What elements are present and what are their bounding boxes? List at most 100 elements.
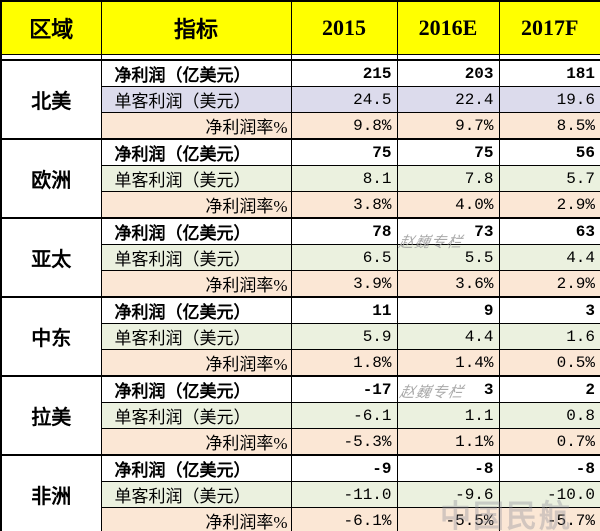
net-profit-row: 非洲 净利润（亿美元） -9 -8 -8 [0, 454, 600, 531]
cell-2015: -9 [290, 454, 398, 482]
per-passenger-row: 单客利润（美元） 8.1 7.8 5.7 [1, 165, 600, 192]
cell-2017f: 2 [498, 375, 600, 403]
table-header: 区域 指标 2015 2016E 2017F [0, 0, 600, 61]
cell-2016e: 5.5 [396, 244, 500, 271]
row-label-margin: 净利润率% [100, 428, 292, 456]
cell-2017f: 0.5% [498, 349, 600, 377]
row-label-net-profit: 净利润（亿美元） [100, 138, 292, 166]
row-label-per-passenger: 单客利润（美元） [100, 86, 292, 113]
cell-2017f: 2.9% [498, 270, 600, 298]
cell-2017f: 19.6 [498, 86, 600, 113]
margin-row: 净利润率% -6.1% -5.5% -5.7% [1, 507, 600, 531]
per-passenger-row: 单客利润（美元） 6.5 5.5 4.4 [1, 244, 600, 271]
row-label-margin: 净利润率% [100, 349, 292, 377]
cell-2015: 8.1 [290, 165, 398, 192]
cell-2016e: 9.7% [396, 112, 500, 140]
net-profit-row: 中东 净利润（亿美元） 11 9 3 [0, 296, 600, 377]
per-passenger-row: 单客利润（美元） -11.0 -9.6 -10.0 [1, 481, 600, 508]
region-name: 欧洲 [0, 138, 102, 219]
header-year-2016e: 2016E [396, 0, 500, 55]
header-year-2017f: 2017F [498, 0, 600, 55]
cell-2017f: 181 [498, 59, 600, 87]
region-block-asia-pacific: 亚太 净利润（亿美元） 78 73 63 单客利润（美元） 6.5 5.5 4.… [0, 217, 600, 298]
row-label-per-passenger: 单客利润（美元） [100, 481, 292, 508]
cell-2017f: -5.7% [498, 507, 600, 531]
cell-2016e: -8 [396, 454, 500, 482]
region-name: 中东 [0, 296, 102, 377]
cell-2015: 9.8% [290, 112, 398, 140]
region-block-africa: 非洲 净利润（亿美元） -9 -8 -8 单客利润（美元） -11.0 -9.6… [0, 454, 600, 531]
cell-2016e: 75 [396, 138, 500, 166]
header-year-2015: 2015 [290, 0, 398, 55]
net-profit-row: 亚太 净利润（亿美元） 78 73 63 [0, 217, 600, 298]
cell-2017f: 56 [498, 138, 600, 166]
region-name: 拉美 [0, 375, 102, 456]
cell-2016e: -5.5% [396, 507, 500, 531]
cell-2016e: -9.6 [396, 481, 500, 508]
cell-2016e: 7.8 [396, 165, 500, 192]
cell-2015: 1.8% [290, 349, 398, 377]
row-label-margin: 净利润率% [100, 270, 292, 298]
header-region: 区域 [0, 0, 102, 55]
cell-2017f: 0.7% [498, 428, 600, 456]
cell-2016e: 9 [396, 296, 500, 324]
cell-2016e: 22.4 [396, 86, 500, 113]
per-passenger-row: 单客利润（美元） -6.1 1.1 0.8 [1, 402, 600, 429]
region-block-europe: 欧洲 净利润（亿美元） 75 75 56 单客利润（美元） 8.1 7.8 5.… [0, 138, 600, 219]
cell-2015: 215 [290, 59, 398, 87]
cell-2015: -6.1 [290, 402, 398, 429]
row-label-net-profit: 净利润（亿美元） [100, 59, 292, 87]
region-name: 亚太 [0, 217, 102, 298]
cell-2017f: 2.9% [498, 191, 600, 219]
row-label-net-profit: 净利润（亿美元） [100, 375, 292, 403]
row-label-per-passenger: 单客利润（美元） [100, 165, 292, 192]
cell-2015: 75 [290, 138, 398, 166]
cell-2016e: 3.6% [396, 270, 500, 298]
region-block-middle-east: 中东 净利润（亿美元） 11 9 3 单客利润（美元） 5.9 4.4 1.6 … [0, 296, 600, 377]
cell-2015: -11.0 [290, 481, 398, 508]
per-passenger-row: 单客利润（美元） 24.5 22.4 19.6 [1, 86, 600, 113]
region-name: 北美 [0, 59, 102, 140]
cell-2015: 6.5 [290, 244, 398, 271]
row-label-per-passenger: 单客利润（美元） [100, 323, 292, 350]
row-label-net-profit: 净利润（亿美元） [100, 296, 292, 324]
cell-2016e: 203 [396, 59, 500, 87]
header-row: 区域 指标 2015 2016E 2017F [0, 0, 600, 55]
cell-2016e: 1.1% [396, 428, 500, 456]
cell-2016e: 1.4% [396, 349, 500, 377]
header-indicator: 指标 [100, 0, 292, 55]
row-label-net-profit: 净利润（亿美元） [100, 454, 292, 482]
per-passenger-row: 单客利润（美元） 5.9 4.4 1.6 [1, 323, 600, 350]
cell-2016e: 3 [396, 375, 500, 403]
cell-2017f: 8.5% [498, 112, 600, 140]
cell-2016e: 1.1 [396, 402, 500, 429]
margin-row: 净利润率% 9.8% 9.7% 8.5% [1, 112, 600, 140]
cell-2015: 24.5 [290, 86, 398, 113]
cell-2015: 11 [290, 296, 398, 324]
row-label-margin: 净利润率% [100, 191, 292, 219]
cell-2017f: -10.0 [498, 481, 600, 508]
region-block-north-america: 北美 净利润（亿美元） 215 203 181 单客利润（美元） 24.5 22… [0, 59, 600, 140]
cell-2017f: 0.8 [498, 402, 600, 429]
cell-2015: -5.3% [290, 428, 398, 456]
cell-2015: -17 [290, 375, 398, 403]
cell-2017f: 3 [498, 296, 600, 324]
cell-2015: 5.9 [290, 323, 398, 350]
cell-2017f: 1.6 [498, 323, 600, 350]
net-profit-row: 北美 净利润（亿美元） 215 203 181 [0, 59, 600, 140]
cell-2015: 78 [290, 217, 398, 245]
region-block-latin-america: 拉美 净利润（亿美元） -17 3 2 单客利润（美元） -6.1 1.1 0.… [0, 375, 600, 456]
margin-row: 净利润率% 3.8% 4.0% 2.9% [1, 191, 600, 219]
row-label-per-passenger: 单客利润（美元） [100, 244, 292, 271]
row-label-margin: 净利润率% [100, 507, 292, 531]
row-label-per-passenger: 单客利润（美元） [100, 402, 292, 429]
region-name: 非洲 [0, 454, 102, 531]
cell-2017f: 4.4 [498, 244, 600, 271]
margin-row: 净利润率% 1.8% 1.4% 0.5% [1, 349, 600, 377]
cell-2017f: -8 [498, 454, 600, 482]
net-profit-row: 欧洲 净利润（亿美元） 75 75 56 [0, 138, 600, 219]
cell-2015: 3.9% [290, 270, 398, 298]
cell-2017f: 63 [498, 217, 600, 245]
cell-2017f: 5.7 [498, 165, 600, 192]
